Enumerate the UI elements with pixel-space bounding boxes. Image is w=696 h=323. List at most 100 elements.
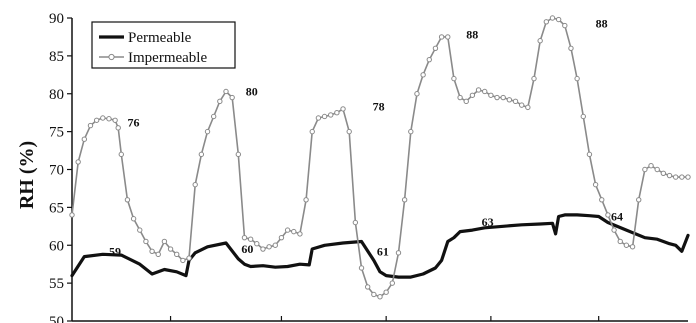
data-point [494, 94, 500, 101]
data-point [420, 72, 426, 78]
data-point [377, 294, 383, 300]
data-label: 78 [373, 100, 385, 114]
data-point [358, 265, 365, 271]
legend-entry-permeable: Permeable [128, 30, 192, 46]
data-point [130, 216, 137, 222]
data-point [636, 197, 642, 203]
data-point [488, 92, 494, 98]
data-point [414, 91, 420, 97]
data-point [475, 87, 482, 93]
data-point [518, 102, 525, 108]
data-point [568, 45, 574, 51]
data-point [629, 244, 636, 250]
legend-box [91, 21, 236, 69]
data-point [278, 234, 285, 241]
y-tick-label: 60 [49, 238, 64, 254]
data-point [106, 116, 112, 122]
data-point [679, 174, 685, 180]
data-point [654, 166, 660, 173]
data-point [266, 244, 272, 250]
data-point [192, 181, 198, 188]
data-point [660, 170, 667, 176]
data-labels: 59 60 61 63 64 76 80 78 88 88 [109, 16, 623, 258]
data-point [112, 117, 118, 123]
data-point [401, 197, 408, 203]
data-point [137, 227, 143, 233]
data-point [340, 106, 346, 112]
data-point [469, 92, 476, 98]
data-label: 63 [482, 215, 494, 229]
legend-marker [108, 53, 115, 61]
data-point [586, 151, 593, 158]
y-tick-label: 65 [49, 200, 64, 216]
data-point [204, 128, 211, 135]
data-point [549, 15, 556, 21]
data-point [543, 19, 550, 25]
data-point [260, 246, 266, 252]
data-point [309, 128, 315, 135]
data-point [100, 115, 106, 121]
data-point [432, 45, 439, 51]
y-tick-label: 85 [49, 49, 64, 65]
data-point [605, 212, 611, 218]
data-point [303, 197, 309, 203]
data-point [315, 115, 322, 121]
data-point [383, 289, 389, 295]
data-point [247, 236, 254, 242]
data-point [291, 228, 297, 235]
data-point [426, 56, 432, 63]
data-point [611, 227, 617, 233]
data-point [143, 238, 149, 245]
data-label: 60 [241, 242, 253, 256]
data-point [506, 97, 513, 103]
data-point [525, 104, 531, 111]
data-point [186, 255, 192, 261]
data-point [346, 128, 352, 135]
data-point [229, 94, 235, 101]
data-label: 80 [246, 84, 258, 98]
y-tick-label: 90 [49, 11, 64, 27]
data-point [685, 174, 691, 180]
data-point [174, 251, 180, 258]
data-point [457, 94, 463, 101]
data-point [115, 125, 121, 131]
y-tick-label: 75 [49, 125, 64, 141]
y-tick-label: 55 [49, 276, 64, 292]
data-point [241, 234, 248, 241]
data-point [482, 88, 488, 95]
series-impermeable [69, 15, 691, 300]
data-point [451, 75, 457, 82]
data-point [445, 34, 451, 40]
data-point [463, 98, 469, 105]
y-tick-label: 70 [49, 163, 64, 179]
y-tick-labels: 50 55 60 65 70 75 80 85 90 [49, 11, 64, 323]
data-point [180, 257, 186, 264]
data-point [210, 113, 217, 120]
data-point [617, 238, 623, 245]
data-label: 88 [466, 28, 478, 42]
legend: Permeable Impermeable [91, 21, 236, 69]
data-point [438, 34, 445, 40]
data-point [364, 284, 371, 290]
data-point [254, 241, 260, 247]
data-point [580, 113, 586, 120]
data-point [118, 151, 124, 158]
data-point [167, 246, 174, 252]
data-point [75, 159, 81, 165]
data-point [93, 117, 100, 123]
data-point [297, 231, 303, 237]
data-point [328, 112, 334, 118]
data-point [81, 136, 88, 142]
data-point [87, 122, 94, 129]
data-point [161, 238, 168, 245]
data-point [666, 172, 673, 179]
data-point [69, 212, 75, 218]
data-label: 76 [127, 116, 139, 130]
data-point [371, 291, 377, 298]
data-point [352, 219, 359, 226]
data-point [217, 98, 223, 105]
data-point [500, 94, 506, 101]
data-point [599, 197, 605, 203]
data-point [648, 163, 654, 169]
